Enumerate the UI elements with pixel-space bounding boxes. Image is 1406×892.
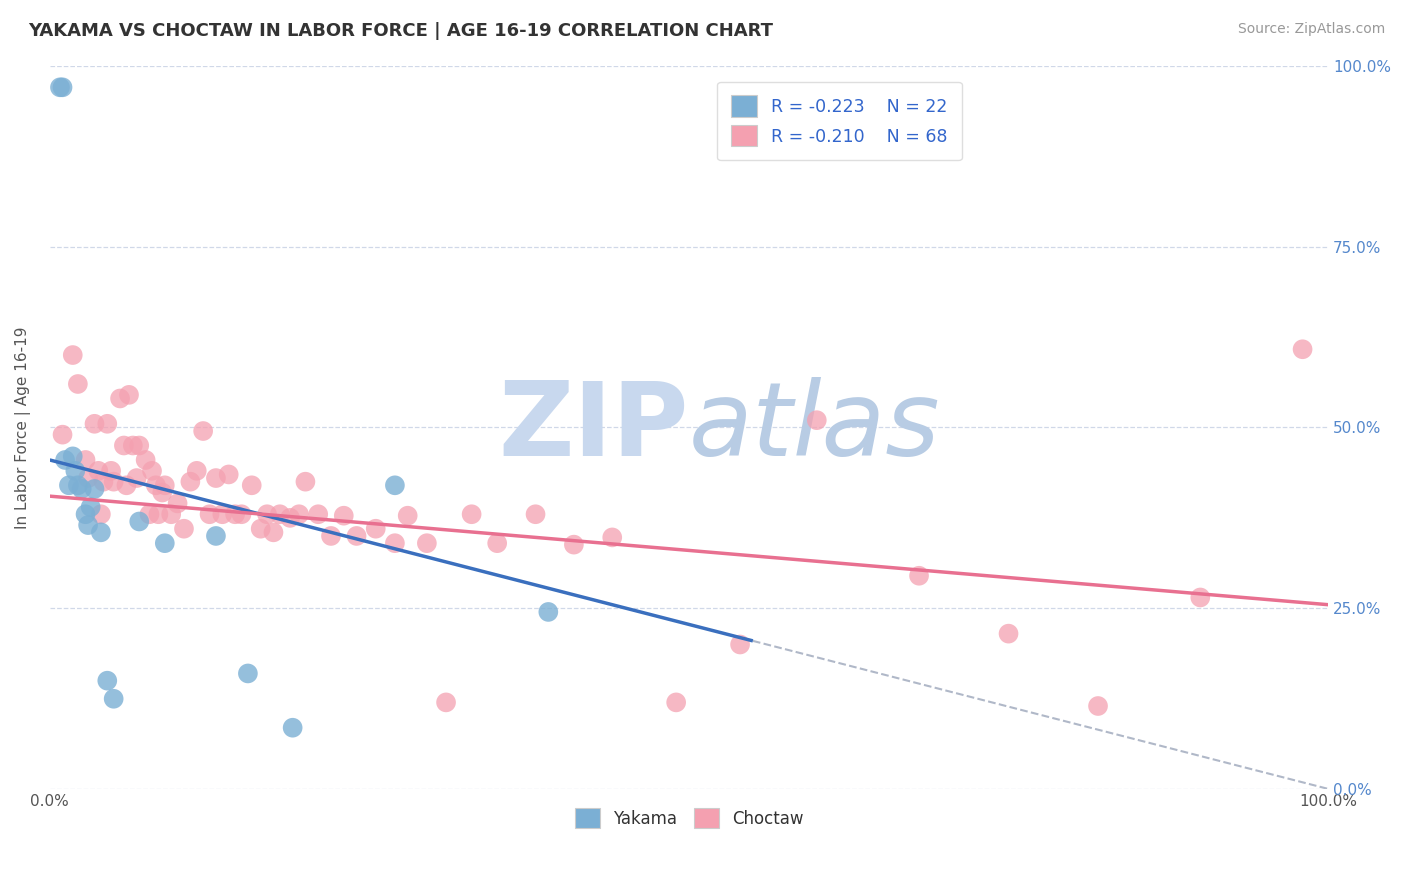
Point: [307, 508, 329, 522]
Point: [198, 508, 221, 522]
Point: [396, 508, 419, 523]
Point: [83, 482, 105, 496]
Point: [90, 525, 112, 540]
Point: [288, 508, 311, 522]
Point: [1087, 698, 1109, 713]
Point: [103, 691, 125, 706]
Point: [191, 424, 214, 438]
Point: [103, 475, 125, 489]
Point: [278, 511, 301, 525]
Point: [77, 471, 100, 485]
Point: [62, 348, 84, 362]
Point: [384, 536, 406, 550]
Point: [333, 508, 356, 523]
Point: [65, 464, 87, 478]
Point: [125, 471, 148, 485]
Point: [231, 508, 253, 522]
Point: [66, 478, 89, 492]
Point: [319, 529, 342, 543]
Point: [53, 453, 76, 467]
Point: [160, 508, 183, 522]
Point: [93, 475, 115, 489]
Point: [166, 496, 188, 510]
Point: [224, 508, 246, 522]
Text: YAKAMA VS CHOCTAW IN LABOR FORCE | AGE 16-19 CORRELATION CHART: YAKAMA VS CHOCTAW IN LABOR FORCE | AGE 1…: [28, 22, 773, 40]
Point: [186, 464, 208, 478]
Point: [263, 525, 285, 540]
Point: [205, 529, 228, 543]
Point: [218, 467, 240, 482]
Point: [665, 695, 688, 709]
Point: [269, 508, 291, 522]
Point: [49, 80, 72, 95]
Point: [150, 485, 173, 500]
Point: [728, 638, 751, 652]
Point: [434, 695, 457, 709]
Point: [460, 508, 482, 522]
Point: [1189, 591, 1212, 605]
Point: [600, 530, 623, 544]
Point: [148, 508, 170, 522]
Point: [128, 515, 150, 529]
Point: [179, 475, 201, 489]
Point: [486, 536, 509, 550]
Point: [79, 500, 101, 514]
Point: [112, 438, 135, 452]
Point: [806, 413, 828, 427]
Point: [1291, 343, 1313, 357]
Point: [135, 453, 157, 467]
Point: [108, 392, 131, 406]
Point: [249, 522, 271, 536]
Point: [121, 438, 143, 452]
Point: [562, 538, 585, 552]
Point: [537, 605, 560, 619]
Point: [256, 508, 278, 522]
Point: [138, 508, 160, 522]
Point: [205, 471, 228, 485]
Point: [77, 518, 100, 533]
Legend: Yakama, Choctaw: Yakama, Choctaw: [568, 802, 810, 835]
Y-axis label: In Labor Force | Age 16-19: In Labor Force | Age 16-19: [15, 326, 31, 529]
Point: [115, 478, 138, 492]
Point: [294, 475, 316, 489]
Point: [364, 522, 387, 536]
Point: [58, 478, 80, 492]
Point: [75, 508, 97, 522]
Text: Source: ZipAtlas.com: Source: ZipAtlas.com: [1237, 22, 1385, 37]
Text: atlas: atlas: [689, 377, 941, 477]
Point: [145, 478, 167, 492]
Point: [83, 417, 105, 431]
Point: [997, 626, 1019, 640]
Point: [96, 417, 118, 431]
Point: [51, 80, 73, 95]
Point: [346, 529, 368, 543]
Point: [66, 376, 89, 391]
Point: [118, 388, 141, 402]
Point: [100, 464, 122, 478]
Point: [524, 508, 547, 522]
Point: [236, 666, 259, 681]
Point: [173, 522, 195, 536]
Point: [51, 427, 73, 442]
Point: [416, 536, 439, 550]
Point: [70, 482, 93, 496]
Point: [153, 536, 176, 550]
Point: [96, 673, 118, 688]
Text: ZIP: ZIP: [499, 377, 689, 478]
Point: [62, 450, 84, 464]
Point: [240, 478, 263, 492]
Point: [75, 453, 97, 467]
Point: [384, 478, 406, 492]
Point: [211, 508, 233, 522]
Point: [141, 464, 163, 478]
Point: [153, 478, 176, 492]
Point: [908, 568, 931, 582]
Point: [128, 438, 150, 452]
Point: [281, 721, 304, 735]
Point: [90, 508, 112, 522]
Point: [87, 464, 110, 478]
